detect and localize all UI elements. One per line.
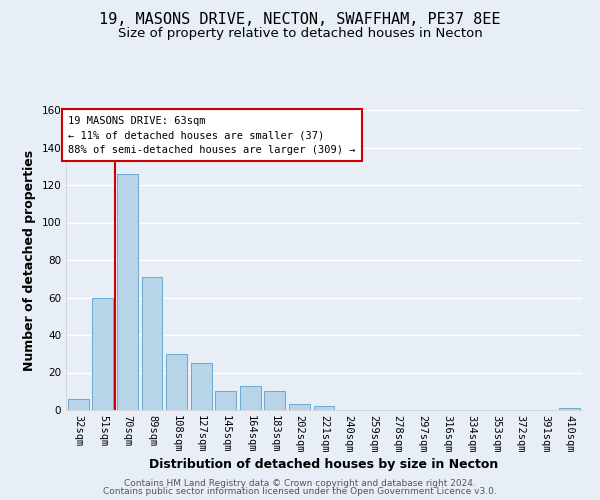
Bar	[314, 406, 334, 410]
Bar	[166, 354, 187, 410]
Text: Contains public sector information licensed under the Open Government Licence v3: Contains public sector information licen…	[103, 487, 497, 496]
Bar	[215, 391, 236, 410]
Bar	[265, 391, 286, 410]
Bar	[92, 298, 113, 410]
Bar	[289, 404, 310, 410]
Y-axis label: Number of detached properties: Number of detached properties	[23, 150, 36, 370]
X-axis label: Distribution of detached houses by size in Necton: Distribution of detached houses by size …	[149, 458, 499, 471]
Bar	[117, 174, 138, 410]
Text: Contains HM Land Registry data © Crown copyright and database right 2024.: Contains HM Land Registry data © Crown c…	[124, 478, 476, 488]
Text: Size of property relative to detached houses in Necton: Size of property relative to detached ho…	[118, 28, 482, 40]
Text: 19, MASONS DRIVE, NECTON, SWAFFHAM, PE37 8EE: 19, MASONS DRIVE, NECTON, SWAFFHAM, PE37…	[99, 12, 501, 28]
Bar	[240, 386, 261, 410]
Bar	[68, 399, 89, 410]
Text: 19 MASONS DRIVE: 63sqm
← 11% of detached houses are smaller (37)
88% of semi-det: 19 MASONS DRIVE: 63sqm ← 11% of detached…	[68, 116, 356, 155]
Bar	[559, 408, 580, 410]
Bar	[191, 363, 212, 410]
Bar	[142, 277, 163, 410]
